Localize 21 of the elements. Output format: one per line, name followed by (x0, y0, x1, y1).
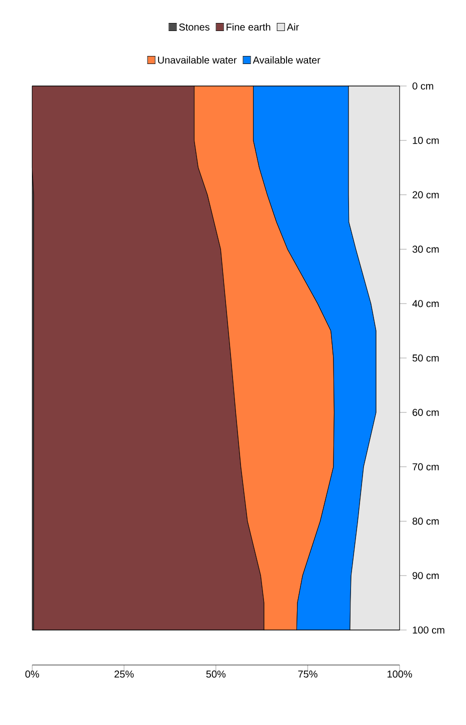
y-tick-label: 0 cm (412, 82, 434, 90)
y-tick-label: 20 cm (412, 191, 439, 198)
y-tick-label: 30 cm (412, 246, 439, 253)
y-tick-label: 70 cm (412, 463, 439, 470)
y-tick-label: 40 cm (412, 300, 439, 308)
x-tick-label: 25% (114, 670, 134, 678)
legend-label: Available water (252, 56, 320, 64)
y-tick-label: 80 cm (412, 518, 439, 525)
x-tick-label: 0% (25, 670, 40, 678)
y-tick-label: 100 cm (412, 626, 444, 634)
legend-label: Fine earth (226, 23, 270, 31)
x-tick-label: 50% (206, 670, 226, 678)
y-tick-label: 50 cm (412, 354, 439, 362)
legend-label: Stones (179, 24, 210, 31)
x-tick-label: 75% (298, 670, 318, 678)
x-tick-label: 100% (388, 670, 412, 678)
y-tick-label: 60 cm (412, 408, 439, 416)
y-tick-label: 90 cm (412, 572, 439, 580)
y-tick-label: 10 cm (412, 136, 439, 144)
legend-label: Unavailable water (158, 56, 237, 64)
legend-label: Air (286, 23, 299, 30)
